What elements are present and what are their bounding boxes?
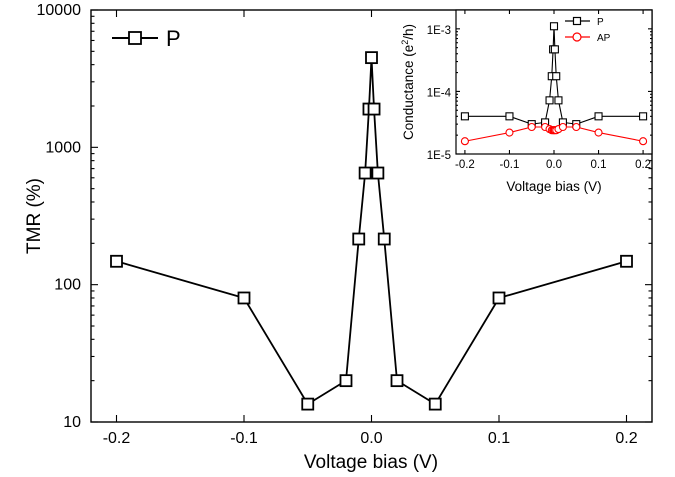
main-point-p	[301, 397, 315, 411]
inset-x-tick-label: -0.2	[455, 159, 475, 171]
inset-point-p	[594, 112, 603, 121]
inset-x-tick-label: 0.1	[591, 159, 607, 171]
inset-legend-label-p: P	[597, 17, 604, 28]
main-y-tick-label: 10	[63, 414, 81, 431]
inset-point-p	[460, 112, 469, 121]
main-x-tick-label: 0.1	[488, 430, 510, 447]
main-point-p	[358, 166, 372, 180]
inset-point-ap	[505, 128, 514, 137]
main-y-axis-title: TMR (%)	[24, 178, 45, 254]
inset-point-p	[550, 45, 559, 54]
inset-legend-label-ap: AP	[597, 33, 611, 44]
main-point-p	[428, 397, 442, 411]
main-x-tick-label: 0.0	[360, 430, 382, 447]
main-y-tick-label: 100	[54, 277, 81, 294]
inset-y-tick-label: 1E-4	[427, 87, 452, 99]
main-x-tick-label: -0.2	[103, 430, 131, 447]
inset-point-ap	[572, 122, 581, 132]
main-x-tick-label: -0.1	[230, 430, 258, 447]
inset-chart: -0.2 -0.1 0.0 0.1 0.2 1E-5 1E-4 1E-3 P AP Volta…	[400, 9, 653, 194]
inset-series	[460, 22, 648, 146]
main-legend: P	[112, 26, 181, 51]
main-point-p	[237, 291, 251, 305]
main-point-p	[371, 166, 385, 180]
inset-x-tick-label: -0.1	[500, 159, 520, 171]
inset-point-ap	[594, 128, 603, 137]
inset-y-axis-title: Conductance (e2/h)	[400, 24, 416, 140]
inset-legend-marker-p	[572, 16, 582, 26]
inset-axis-ticks	[456, 10, 652, 155]
inset-point-p	[554, 96, 563, 105]
main-point-p	[339, 374, 353, 388]
inset-y-axis-title-sup: 2	[400, 40, 410, 45]
main-tick-labels: -0.2 -0.1 0.0 0.1 0.2 10 100 1000 10000	[37, 2, 638, 447]
inset-tick-labels: -0.2 -0.1 0.0 0.1 0.2 1E-5 1E-4 1E-3	[427, 25, 651, 171]
main-x-tick-label: 0.2	[615, 430, 637, 447]
inset-legend-marker-ap	[572, 32, 582, 42]
inset-y-axis-title-main: Conductance (e	[401, 45, 416, 140]
inset-point-p	[505, 112, 514, 121]
main-legend-label: P	[166, 26, 181, 51]
inset-point-ap	[527, 122, 536, 132]
main-point-p	[367, 102, 381, 116]
main-point-p	[390, 374, 404, 388]
main-point-p	[110, 254, 123, 268]
inset-point-p	[545, 96, 554, 105]
inset-y-tick-label: 1E-3	[427, 25, 451, 37]
inset-point-ap	[558, 122, 567, 132]
inset-point-ap	[460, 137, 469, 146]
inset-x-tick-label: 0.0	[546, 159, 562, 171]
inset-point-p	[549, 22, 559, 31]
main-point-p	[492, 291, 506, 305]
main-point-p	[377, 232, 391, 246]
inset-x-tick-label: 0.2	[635, 159, 651, 171]
main-point-p	[352, 232, 366, 246]
main-point-p	[365, 51, 378, 65]
inset-y-axis-title-end: /h)	[401, 24, 416, 40]
inset-point-p	[552, 72, 561, 81]
main-x-axis-title: Voltage bias (V)	[304, 452, 438, 473]
inset-y-tick-label: 1E-5	[427, 150, 451, 162]
main-legend-marker	[128, 31, 142, 45]
main-y-tick-label: 10000	[37, 2, 82, 19]
inset-point-p	[639, 112, 648, 121]
inset-legend: P AP	[565, 16, 611, 44]
main-point-p	[620, 254, 633, 268]
inset-x-axis-title: Voltage bias (V)	[506, 179, 601, 194]
inset-point-ap	[639, 137, 648, 146]
main-series	[110, 51, 633, 411]
main-y-tick-label: 1000	[45, 139, 81, 156]
